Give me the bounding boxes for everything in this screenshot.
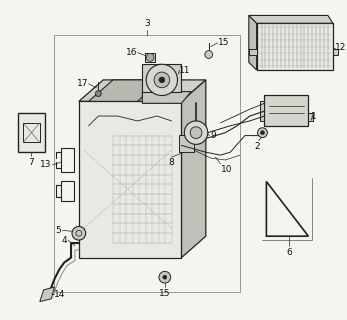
Polygon shape xyxy=(249,15,257,70)
Polygon shape xyxy=(249,15,333,23)
Text: 9: 9 xyxy=(211,131,217,140)
Text: 14: 14 xyxy=(54,290,66,299)
Text: 17: 17 xyxy=(77,79,88,88)
Text: 7: 7 xyxy=(28,158,34,167)
Text: 1: 1 xyxy=(311,112,317,121)
Circle shape xyxy=(72,227,86,240)
Bar xyxy=(179,135,194,152)
Text: 15: 15 xyxy=(218,38,229,47)
Polygon shape xyxy=(333,49,338,55)
Polygon shape xyxy=(79,80,206,101)
Text: 5: 5 xyxy=(56,226,61,235)
Circle shape xyxy=(163,275,167,279)
Circle shape xyxy=(95,91,101,97)
Circle shape xyxy=(205,51,213,59)
Text: 12: 12 xyxy=(335,43,346,52)
Circle shape xyxy=(159,271,171,283)
Bar xyxy=(260,101,264,121)
Circle shape xyxy=(146,53,154,61)
Polygon shape xyxy=(257,23,333,70)
Circle shape xyxy=(146,64,178,96)
Circle shape xyxy=(154,72,170,88)
Polygon shape xyxy=(40,287,54,302)
Polygon shape xyxy=(249,49,257,55)
Polygon shape xyxy=(142,92,191,103)
Circle shape xyxy=(190,127,202,139)
Text: 10: 10 xyxy=(220,165,232,174)
Circle shape xyxy=(257,128,268,138)
Polygon shape xyxy=(181,80,206,258)
Polygon shape xyxy=(79,101,181,258)
Polygon shape xyxy=(145,52,155,62)
Bar xyxy=(264,94,308,126)
Text: 16: 16 xyxy=(126,48,137,57)
Text: 3: 3 xyxy=(144,19,150,28)
Circle shape xyxy=(159,77,165,83)
Text: 13: 13 xyxy=(40,160,51,169)
Text: 8: 8 xyxy=(169,158,175,167)
Text: 4: 4 xyxy=(61,236,67,244)
Circle shape xyxy=(261,131,264,135)
Circle shape xyxy=(184,121,208,144)
Polygon shape xyxy=(88,80,162,101)
Polygon shape xyxy=(18,113,45,152)
Text: 15: 15 xyxy=(159,289,170,298)
Text: 2: 2 xyxy=(255,142,260,151)
Text: 11: 11 xyxy=(179,66,191,75)
Polygon shape xyxy=(142,64,181,92)
Bar xyxy=(308,113,313,121)
Text: 6: 6 xyxy=(286,248,292,257)
